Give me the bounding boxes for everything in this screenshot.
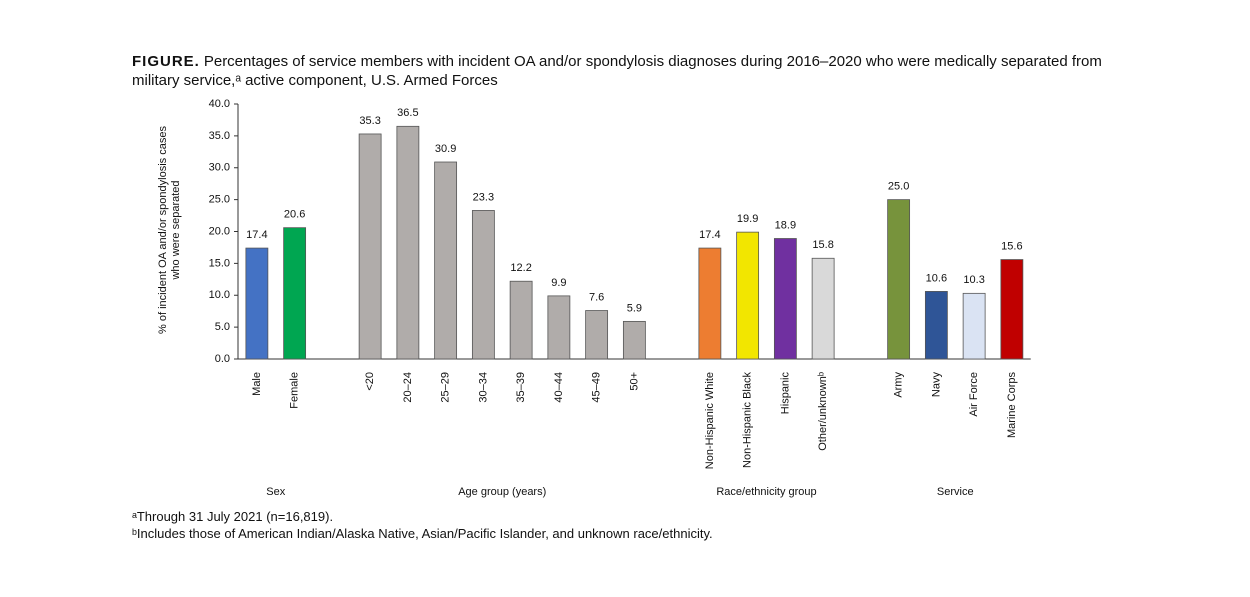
value-label: 35.3 xyxy=(359,115,380,127)
x-tick-label: Air Force xyxy=(968,372,980,417)
bar xyxy=(887,199,911,360)
bar xyxy=(962,292,986,360)
x-tick-label: Hispanic xyxy=(779,372,791,415)
bar xyxy=(924,291,948,360)
y-tick-label: 5.0 xyxy=(215,321,230,333)
value-label: 15.6 xyxy=(1001,240,1022,252)
bar xyxy=(396,125,420,360)
value-label: 10.6 xyxy=(926,272,947,284)
x-tick-label: Male xyxy=(251,372,263,396)
x-tick-label: 20–24 xyxy=(402,372,414,403)
title-prefix: FIGURE. xyxy=(132,53,200,70)
y-tick-label: 25.0 xyxy=(209,194,230,206)
x-tick-label: Army xyxy=(893,372,905,398)
bar xyxy=(283,227,307,360)
bar xyxy=(585,310,609,360)
x-tick-label: 35–39 xyxy=(515,372,527,403)
x-tick-label: Other/unknownᵇ xyxy=(817,372,829,451)
value-label: 15.8 xyxy=(812,239,833,251)
y-axis-label: who were separated xyxy=(170,180,182,280)
x-tick-label: Marine Corps xyxy=(1006,372,1018,439)
value-label: 17.4 xyxy=(246,229,267,241)
x-tick-label: 30–34 xyxy=(477,372,489,403)
x-tick-label: Female xyxy=(289,372,301,409)
group-label: Service xyxy=(937,486,974,498)
x-tick-label: Non-Hispanic Black xyxy=(742,372,754,468)
footnotes: ᵃThrough 31 July 2021 (n=16,819). ᵇInclu… xyxy=(132,508,713,542)
group-label: Age group (years) xyxy=(458,486,546,498)
bar xyxy=(434,161,458,360)
bar xyxy=(736,231,760,360)
value-label: 25.0 xyxy=(888,181,909,193)
y-tick-label: 10.0 xyxy=(209,289,230,301)
y-tick-label: 30.0 xyxy=(209,162,230,174)
bar xyxy=(698,247,722,360)
x-tick-label: 40–44 xyxy=(553,372,565,403)
y-axis-label: % of incident OA and/or spondylosis case… xyxy=(157,126,169,334)
bar xyxy=(1000,259,1024,360)
x-tick-label: <20 xyxy=(364,372,376,391)
value-label: 20.6 xyxy=(284,209,305,221)
value-label: 18.9 xyxy=(775,219,796,231)
bar xyxy=(773,238,797,360)
value-label: 17.4 xyxy=(699,229,720,241)
footnote: ᵃThrough 31 July 2021 (n=16,819). xyxy=(132,509,334,524)
bar xyxy=(622,320,646,360)
value-label: 12.2 xyxy=(510,262,531,274)
x-tick-label: 45–49 xyxy=(591,372,603,403)
bar xyxy=(509,280,533,360)
y-tick-label: 0.0 xyxy=(215,353,230,365)
y-tick-label: 35.0 xyxy=(209,130,230,142)
x-tick-label: 25–29 xyxy=(440,372,452,403)
group-label: Sex xyxy=(266,486,285,498)
x-tick-label: 50+ xyxy=(628,372,640,391)
value-label: 5.9 xyxy=(627,302,642,314)
footnote: ᵇIncludes those of American Indian/Alask… xyxy=(132,526,713,541)
y-tick-label: 20.0 xyxy=(209,225,230,237)
title: FIGURE. Percentages of service members wi… xyxy=(132,52,1122,90)
bar xyxy=(245,247,269,360)
y-tick-label: 40.0 xyxy=(209,98,230,110)
x-tick-label: Navy xyxy=(930,372,942,398)
bar xyxy=(471,210,495,360)
title-text: Percentages of service members with inci… xyxy=(132,53,1102,89)
value-label: 23.3 xyxy=(473,191,494,203)
value-label: 10.3 xyxy=(963,274,984,286)
value-label: 19.9 xyxy=(737,213,758,225)
value-label: 36.5 xyxy=(397,107,418,119)
bar xyxy=(358,133,382,360)
x-tick-label: Non-Hispanic White xyxy=(704,372,716,469)
value-label: 7.6 xyxy=(589,291,604,303)
bar xyxy=(547,295,571,360)
value-label: 30.9 xyxy=(435,143,456,155)
bar xyxy=(811,257,835,360)
value-label: 9.9 xyxy=(551,277,566,289)
y-tick-label: 15.0 xyxy=(209,257,230,269)
group-label: Race/ethnicity group xyxy=(716,486,816,498)
